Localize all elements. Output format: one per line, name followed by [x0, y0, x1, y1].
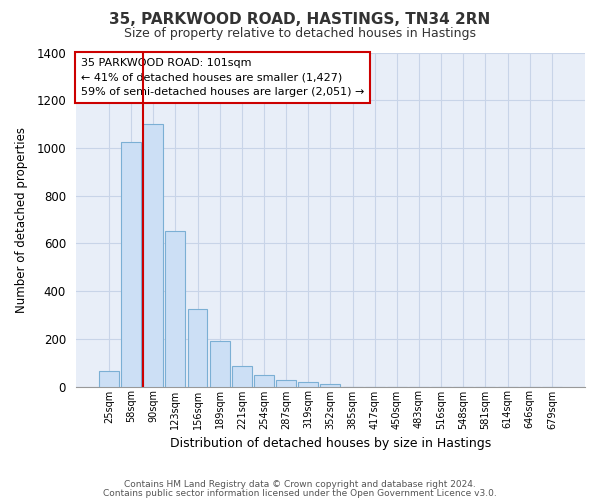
Bar	[188, 309, 208, 386]
Bar	[166, 232, 185, 386]
Y-axis label: Number of detached properties: Number of detached properties	[15, 126, 28, 312]
Bar	[209, 341, 230, 386]
Text: Size of property relative to detached houses in Hastings: Size of property relative to detached ho…	[124, 28, 476, 40]
X-axis label: Distribution of detached houses by size in Hastings: Distribution of detached houses by size …	[170, 437, 491, 450]
Bar	[298, 382, 318, 386]
Text: Contains HM Land Registry data © Crown copyright and database right 2024.: Contains HM Land Registry data © Crown c…	[124, 480, 476, 489]
Bar	[254, 375, 274, 386]
Bar	[143, 124, 163, 386]
Text: 35 PARKWOOD ROAD: 101sqm
← 41% of detached houses are smaller (1,427)
59% of sem: 35 PARKWOOD ROAD: 101sqm ← 41% of detach…	[81, 58, 364, 97]
Bar	[99, 371, 119, 386]
Bar	[121, 142, 141, 386]
Bar	[320, 384, 340, 386]
Bar	[276, 380, 296, 386]
Text: 35, PARKWOOD ROAD, HASTINGS, TN34 2RN: 35, PARKWOOD ROAD, HASTINGS, TN34 2RN	[109, 12, 491, 28]
Text: Contains public sector information licensed under the Open Government Licence v3: Contains public sector information licen…	[103, 488, 497, 498]
Bar	[232, 366, 252, 386]
